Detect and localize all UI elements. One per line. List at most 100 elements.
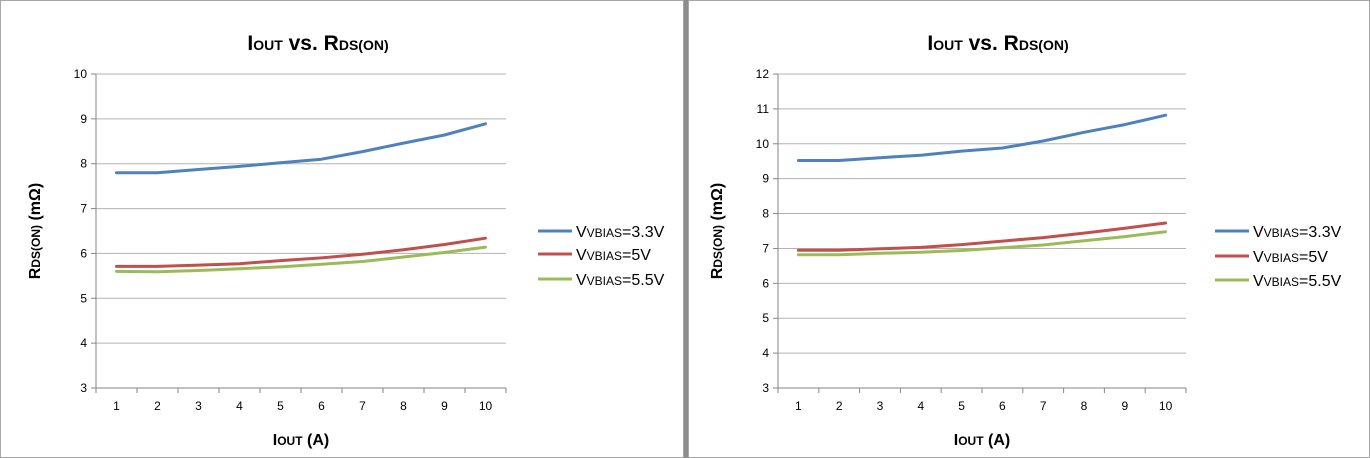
x-tick-label: 10 bbox=[1159, 399, 1173, 413]
y-label-part: DS(ON) bbox=[711, 225, 725, 268]
legend-part: VBIAS bbox=[1264, 226, 1299, 240]
x-tick-label: 5 bbox=[958, 399, 965, 413]
series-line-1 bbox=[796, 113, 1168, 162]
x-tick-label: 7 bbox=[359, 399, 366, 413]
x-tick-label: 10 bbox=[479, 399, 493, 413]
title-part: I bbox=[247, 32, 253, 55]
y-tick-label: 3 bbox=[762, 381, 769, 395]
series-line-2 bbox=[796, 221, 1168, 252]
legend-entry: VVBIAS=5.5V bbox=[1253, 273, 1342, 290]
y-tick-label: 12 bbox=[756, 67, 770, 81]
legend-entry: VVBIAS=5V bbox=[576, 247, 651, 264]
y-tick-label: 8 bbox=[762, 207, 769, 221]
series-line-1 bbox=[115, 122, 487, 175]
x-tick-label: 1 bbox=[795, 399, 802, 413]
legend-entry: VVBIAS=5V bbox=[1253, 249, 1328, 266]
x-tick-label: 9 bbox=[441, 399, 448, 413]
legend-part: =5V bbox=[622, 247, 651, 264]
x-label-part: OUT bbox=[277, 434, 303, 448]
y-tick-label: 10 bbox=[756, 137, 770, 151]
x-tick-label: 6 bbox=[318, 399, 325, 413]
legend-part: =5.5V bbox=[1299, 273, 1342, 290]
y-tick-label: 6 bbox=[762, 276, 769, 290]
legend-part: V bbox=[1253, 273, 1264, 290]
legend-entry: VVBIAS=5.5V bbox=[576, 272, 665, 289]
series-line-3 bbox=[796, 230, 1168, 257]
x-label-part: I bbox=[954, 432, 958, 449]
title-part: I bbox=[927, 32, 933, 55]
y-tick-label: 9 bbox=[80, 112, 87, 126]
legend-part: V bbox=[1253, 249, 1264, 266]
title-part: vs. R bbox=[283, 32, 339, 55]
title-part: DS(ON) bbox=[1019, 37, 1069, 53]
legend-entry: VVBIAS=3.3V bbox=[576, 224, 665, 241]
x-tick-label: 3 bbox=[195, 399, 202, 413]
x-tick-label: 6 bbox=[999, 399, 1006, 413]
x-tick-label: 1 bbox=[113, 399, 120, 413]
x-label-part: (A) bbox=[984, 432, 1011, 449]
chart-title: IOUT vs. RDS(ON) bbox=[247, 32, 388, 55]
legend-part: =5.5V bbox=[622, 272, 665, 289]
y-axis-label: RDS(ON) (mΩ) bbox=[709, 183, 726, 279]
y-tick-label: 10 bbox=[74, 67, 88, 81]
y-tick-label: 6 bbox=[80, 246, 87, 260]
y-label-part: (mΩ) bbox=[27, 183, 44, 225]
y-tick-label: 11 bbox=[757, 102, 770, 116]
y-tick-label: 7 bbox=[80, 202, 87, 216]
y-label-part: R bbox=[709, 267, 726, 279]
x-tick-label: 7 bbox=[1040, 399, 1047, 413]
chart-panel-left: IOUT vs. RDS(ON) 3 4 5 6 7 8 9 10 1 2 3 4 5 6 7 8 9 10 IOUT… bbox=[0, 0, 684, 458]
chart-title: IOUT vs. RDS(ON) bbox=[927, 32, 1068, 55]
x-label-part: I bbox=[273, 432, 277, 449]
title-part: OUT bbox=[253, 37, 283, 53]
legend-part: V bbox=[576, 272, 587, 289]
legend-part: VBIAS bbox=[587, 226, 622, 240]
y-axis-label: RDS(ON) (mΩ) bbox=[27, 183, 44, 279]
y-tick-label: 4 bbox=[80, 336, 87, 350]
x-label-part: OUT bbox=[958, 434, 984, 448]
title-part: OUT bbox=[933, 37, 963, 53]
legend-entry: VVBIAS=3.3V bbox=[1253, 224, 1342, 241]
x-label-part: (A) bbox=[303, 432, 330, 449]
x-tick-label: 9 bbox=[1121, 399, 1128, 413]
y-tick-label: 9 bbox=[762, 172, 769, 186]
y-label-part: R bbox=[27, 267, 44, 279]
x-tick-label: 4 bbox=[236, 399, 243, 413]
y-tick-label: 8 bbox=[80, 157, 87, 171]
title-part: DS(ON) bbox=[339, 37, 389, 53]
series-line-2 bbox=[115, 236, 487, 268]
x-axis-label: IOUT (A) bbox=[954, 432, 1010, 449]
legend-part: VBIAS bbox=[587, 249, 622, 263]
x-tick-label: 5 bbox=[277, 399, 284, 413]
legend-part: =3.3V bbox=[1299, 224, 1342, 241]
panel-divider bbox=[684, 0, 688, 458]
y-tick-label: 5 bbox=[762, 311, 769, 325]
x-tick-label: 2 bbox=[154, 399, 161, 413]
y-label-part: DS(ON) bbox=[29, 225, 43, 268]
legend-part: VBIAS bbox=[1264, 251, 1299, 265]
legend-part: V bbox=[1253, 224, 1264, 241]
chart-panel-right: IOUT vs. RDS(ON) 3 4 5 6 7 8 9 10 11 12 1 2 3 4 5 6 7 8 9 10… bbox=[688, 0, 1370, 458]
y-tick-label: 5 bbox=[80, 291, 87, 305]
legend-part: =3.3V bbox=[622, 224, 665, 241]
x-axis-label: IOUT (A) bbox=[273, 432, 329, 449]
series-line-3 bbox=[115, 245, 487, 274]
x-tick-label: 8 bbox=[400, 399, 407, 413]
x-tick-label: 3 bbox=[877, 399, 884, 413]
legend-part: V bbox=[576, 247, 587, 264]
y-tick-label: 7 bbox=[762, 241, 769, 255]
x-tick-label: 2 bbox=[836, 399, 843, 413]
legend-part: V bbox=[576, 224, 587, 241]
y-tick-label: 3 bbox=[80, 381, 87, 395]
legend-part: VBIAS bbox=[1264, 275, 1299, 289]
legend-part: =5V bbox=[1299, 249, 1328, 266]
y-tick-label: 4 bbox=[762, 346, 769, 360]
legend-part: VBIAS bbox=[587, 274, 622, 288]
y-label-part: (mΩ) bbox=[709, 183, 726, 225]
x-tick-label: 4 bbox=[917, 399, 924, 413]
x-tick-label: 8 bbox=[1081, 399, 1088, 413]
title-part: vs. R bbox=[963, 32, 1019, 55]
